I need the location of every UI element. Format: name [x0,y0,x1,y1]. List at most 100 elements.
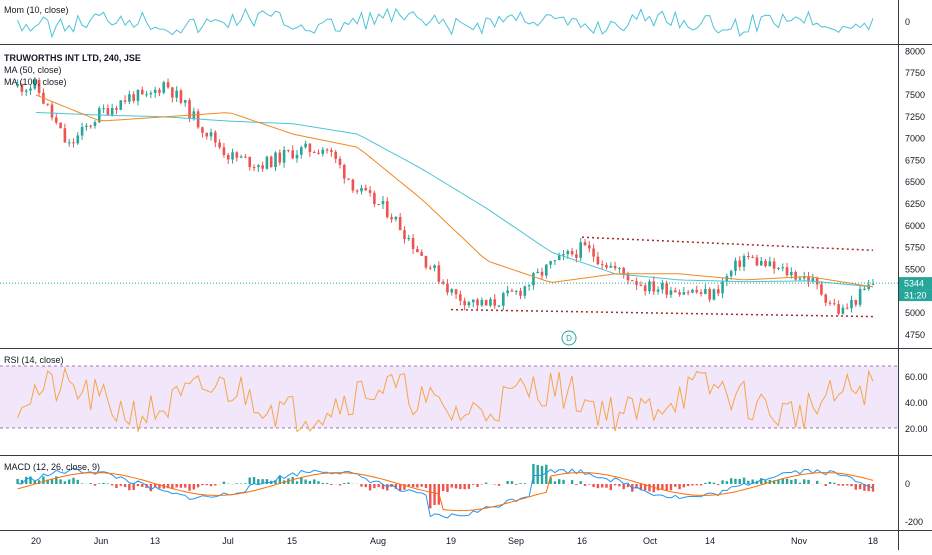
macd-histogram-bar [545,465,547,484]
macd-histogram-bar [850,484,852,486]
candle-body [81,127,84,136]
macd-histogram-bar [141,484,143,487]
macd-histogram-bar [420,484,422,487]
candle-body [330,150,333,152]
candle-body [433,265,436,268]
candle-body [364,188,367,190]
macd-histogram-bar [730,478,732,484]
candle-body [343,165,346,179]
macd-histogram-bar [94,484,96,486]
macd-histogram-bar [377,484,379,487]
macd-histogram-bar [683,484,685,487]
macd-histogram-bar [197,484,199,487]
price-tick-label: 6000 [905,221,925,231]
candle-body [352,180,355,191]
x-tick-label: Jun [94,536,109,546]
candle-body [257,165,260,167]
candle-body [493,299,496,305]
x-tick-label: Jul [222,536,234,546]
candle-body [438,265,441,281]
macd-histogram-bar [799,483,801,484]
candle-body [279,152,282,162]
macd-histogram-bar [266,479,268,484]
candle-body [248,157,251,167]
macd-histogram-bar [665,484,667,491]
price-tick-label: 6250 [905,199,925,209]
macd-histogram-bar [859,484,861,489]
candle-body [511,290,514,291]
candle-body [266,157,269,169]
candle-body [536,272,539,273]
macd-histogram-bar [498,484,500,486]
macd-histogram-bar [558,479,560,484]
macd-histogram-bar [597,484,599,488]
channel-upper-line [582,237,873,250]
candle-body [205,133,208,137]
candle-body [601,264,604,265]
candle-body [751,257,754,258]
macd-histogram-bar [580,481,582,484]
macd-histogram-bar [717,484,719,485]
candle-body [360,188,363,191]
macd-histogram-bar [360,484,362,487]
macd-histogram-bar [446,484,448,492]
candle-body [309,144,312,152]
macd-histogram-bar [102,483,104,484]
macd-histogram-bar [601,484,603,487]
macd-histogram-bar [425,484,427,488]
x-tick-label: 19 [446,536,456,546]
candle-body [622,268,625,274]
x-tick-label: 14 [705,536,715,546]
candle-body [416,249,419,252]
macd-legend: MACD (12, 26, close, 9) [4,461,100,473]
macd-histogram-bar [451,484,453,488]
candle-body [150,93,153,94]
macd-histogram-bar [343,483,345,484]
macd-histogram-bar [120,484,122,486]
macd-histogram-bar [868,484,870,491]
candle-body [704,289,707,294]
candle-body [420,252,423,256]
x-tick-label: Nov [791,536,808,546]
candle-body [455,289,458,294]
candle-body [46,104,49,105]
macd-histogram-bar [81,483,83,484]
macd-histogram-bar [68,479,70,484]
macd-tick-label: -200 [905,517,923,527]
macd-histogram-bar [584,484,586,486]
candle-body [614,266,617,268]
candle-body [799,278,802,279]
macd-histogram-bar [463,484,465,489]
candle-body [567,251,570,254]
macd-histogram-bar [322,483,324,484]
macd-histogram-bar [562,480,564,484]
event-marker-label: D [566,334,572,343]
candle-body [347,178,350,179]
candle-body [227,155,230,160]
candle-body [386,201,389,217]
macd-histogram-bar [803,479,805,484]
candle-body [102,108,105,109]
macd-histogram-bar [696,484,698,485]
macd-histogram-bar [833,483,835,484]
macd-histogram-bar [304,480,306,484]
candle-body [425,256,428,268]
price-tick-label: 5750 [905,243,925,253]
candle-body [210,132,213,136]
macd-histogram-bar [506,481,508,484]
macd-histogram-bar [661,484,663,490]
macd-histogram-bar [72,478,74,484]
macd-histogram-bar [842,484,844,486]
price-tick-label: 7500 [905,90,925,100]
candle-body [605,265,608,268]
macd-histogram-bar [369,484,371,490]
candle-body [695,290,698,292]
macd-histogram-bar [829,482,831,484]
price-tick-label: 5500 [905,264,925,274]
candle-body [571,251,574,254]
macd-histogram-bar [726,481,728,484]
candle-body [618,268,621,269]
candle-body [588,245,591,248]
macd-histogram-bar [459,484,461,489]
candle-body [781,267,784,268]
